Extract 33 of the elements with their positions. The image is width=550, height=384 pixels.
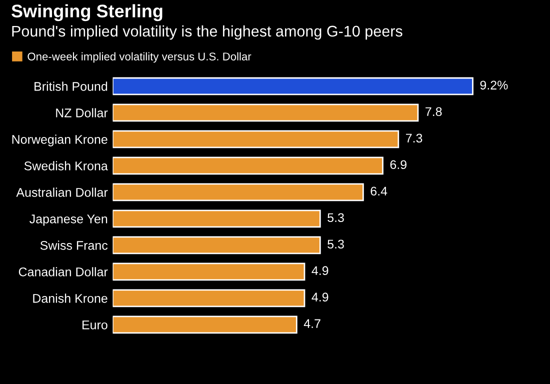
y-tick-label: British Pound <box>34 82 108 91</box>
bar <box>112 104 419 122</box>
data-label: 6.9 <box>390 160 406 170</box>
y-tick-label: Swedish Krona <box>24 161 108 170</box>
y-tick-label: Australian Dollar <box>16 188 108 197</box>
y-tick-label: NZ Dollar <box>56 108 108 118</box>
chart-title: Swinging Sterling <box>12 4 162 22</box>
y-tick-label: Danish Krone <box>33 294 108 303</box>
y-tick-label: Canadian Dollar <box>18 267 108 276</box>
legend-label: One-week implied volatility versus U.S. Dollar <box>28 52 252 63</box>
data-label: 5.3 <box>328 240 344 249</box>
y-tick-label: Euro <box>82 320 108 330</box>
bar <box>112 210 321 228</box>
bar <box>112 236 321 254</box>
data-label: 9.2% <box>480 80 508 90</box>
y-tick-label: Swiss Franc <box>40 240 108 250</box>
y-tick-label: Japanese Yen <box>30 214 108 226</box>
data-label: 4.9 <box>312 266 328 276</box>
bar <box>112 156 384 175</box>
bar <box>112 316 298 334</box>
bar <box>112 183 364 202</box>
y-tick-label: Norwegian Krone <box>12 134 108 146</box>
bar <box>112 77 474 96</box>
data-label: 4.7 <box>304 319 320 328</box>
data-label: 4.9 <box>312 292 328 302</box>
data-label: 5.3 <box>328 213 344 222</box>
data-label: 7.8 <box>426 107 442 116</box>
chart-subtitle: Pound's implied volatility is the highest among G-10 peers <box>12 25 402 40</box>
data-label: 7.3 <box>406 134 422 143</box>
bar <box>112 262 306 281</box>
data-label: 6.4 <box>370 186 388 196</box>
bar <box>112 130 400 148</box>
bar <box>112 289 306 308</box>
